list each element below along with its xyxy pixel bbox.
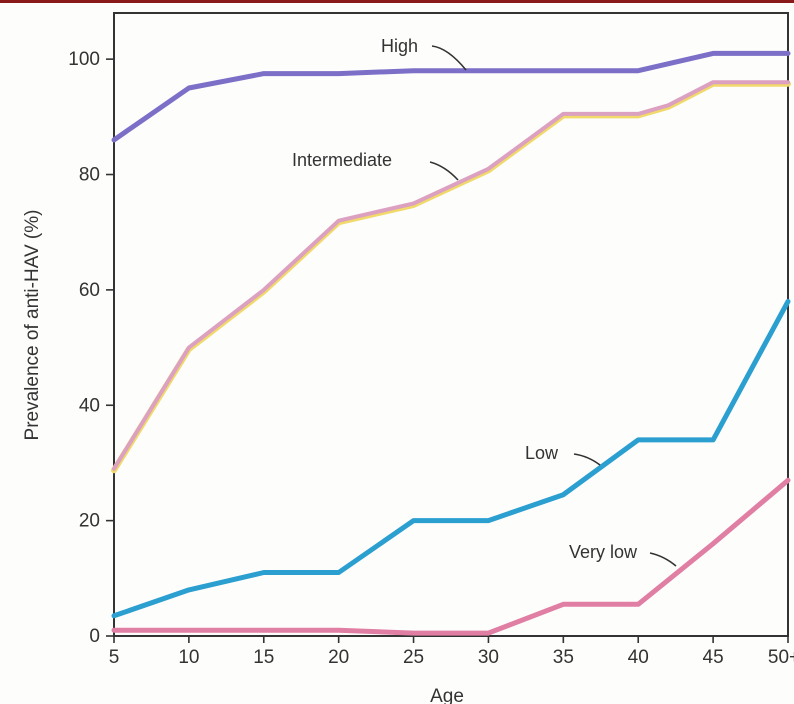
y-axis-title: Prevalence of anti-HAV (%) (22, 210, 43, 441)
series-label-intermediate: Intermediate (292, 150, 392, 170)
x-axis-ticks: 5 10 15 20 25 30 35 40 45 50+ (109, 636, 794, 668)
series-line-intermediate-highlight (111, 80, 791, 474)
series-label-very-low: Very low (569, 542, 638, 562)
x-tick-label: 30 (478, 647, 499, 668)
x-tick-label: 5 (109, 647, 120, 668)
series-label-high: High (381, 36, 418, 56)
series-label-low: Low (525, 443, 559, 463)
y-tick-label: 40 (79, 395, 100, 416)
leader-line-very-low (649, 552, 677, 567)
leader-line-high (431, 45, 467, 71)
x-tick-label: 25 (403, 647, 424, 668)
series-line-high (111, 50, 791, 143)
leader-line-low (573, 453, 601, 466)
x-tick-label: 15 (253, 647, 274, 668)
x-tick-label: 20 (328, 647, 349, 668)
series-line-intermediate (112, 80, 790, 471)
x-axis-title: Age (430, 686, 464, 704)
y-tick-label: 100 (68, 49, 100, 70)
y-tick-label: 20 (79, 511, 100, 532)
series-layer (111, 50, 791, 636)
x-tick-label: 35 (553, 647, 574, 668)
y-axis-ticks: 0 20 40 60 80 100 (68, 49, 114, 647)
top-border-bar (0, 0, 794, 3)
leader-line-intermediate (429, 161, 459, 181)
y-tick-label: 60 (79, 280, 100, 301)
plot-frame (113, 12, 789, 637)
series-line-very-low (111, 477, 791, 636)
x-tick-label: 45 (703, 647, 724, 668)
y-tick-label: 80 (79, 165, 100, 186)
series-line-low (111, 298, 791, 619)
y-tick-label: 0 (89, 626, 100, 647)
x-tick-label: 40 (628, 647, 649, 668)
x-tick-label: 10 (178, 647, 199, 668)
x-tick-label: 50+ (768, 647, 794, 668)
